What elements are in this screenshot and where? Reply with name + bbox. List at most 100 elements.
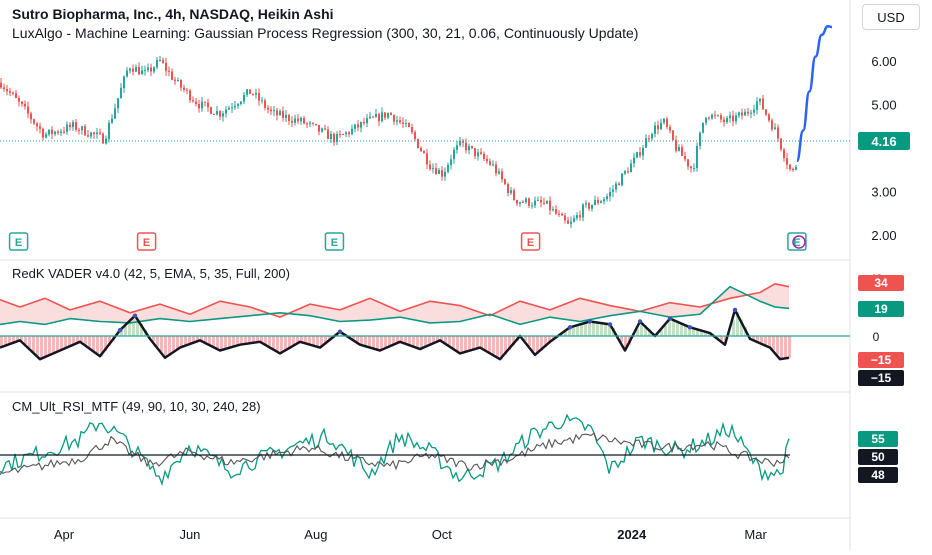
price-candle[interactable]: [615, 181, 617, 192]
price-candle[interactable]: [534, 196, 536, 208]
price-candle[interactable]: [498, 168, 500, 175]
price-candle[interactable]: [408, 122, 410, 127]
price-candle[interactable]: [750, 110, 752, 118]
price-candle[interactable]: [639, 147, 641, 158]
price-candle[interactable]: [183, 85, 185, 93]
price-candle[interactable]: [744, 109, 746, 116]
price-candle[interactable]: [633, 153, 635, 168]
price-candle[interactable]: [0, 78, 2, 89]
price-candle[interactable]: [540, 196, 542, 207]
price-candle[interactable]: [654, 122, 656, 137]
price-candle[interactable]: [219, 110, 221, 120]
price-candle[interactable]: [507, 182, 509, 196]
price-candle[interactable]: [45, 132, 47, 138]
price-candle[interactable]: [312, 122, 314, 125]
price-candle[interactable]: [141, 66, 143, 75]
price-candle[interactable]: [378, 113, 380, 126]
price-candle[interactable]: [693, 163, 695, 172]
price-candle[interactable]: [420, 146, 422, 152]
price-candle[interactable]: [732, 111, 734, 127]
price-candle[interactable]: [468, 144, 470, 155]
price-candle[interactable]: [177, 77, 179, 81]
price-candle[interactable]: [153, 66, 155, 73]
price-candle[interactable]: [471, 146, 473, 149]
price-candle[interactable]: [114, 104, 116, 120]
price-candle[interactable]: [519, 202, 521, 207]
price-candle[interactable]: [537, 196, 539, 201]
price-candle[interactable]: [783, 148, 785, 162]
price-candle[interactable]: [27, 102, 29, 119]
price-candle[interactable]: [657, 121, 659, 135]
price-candle[interactable]: [57, 130, 59, 135]
price-candle[interactable]: [723, 117, 725, 127]
price-candle[interactable]: [588, 202, 590, 211]
price-candle[interactable]: [327, 126, 329, 139]
price-candle[interactable]: [402, 117, 404, 128]
price-candle[interactable]: [435, 163, 437, 175]
currency-button[interactable]: USD: [862, 4, 920, 30]
price-candle[interactable]: [93, 132, 95, 139]
price-candle[interactable]: [9, 88, 11, 96]
price-candle[interactable]: [438, 168, 440, 174]
price-candle[interactable]: [513, 188, 515, 200]
price-candle[interactable]: [696, 142, 698, 171]
price-candle[interactable]: [300, 117, 302, 125]
price-candle[interactable]: [363, 118, 365, 126]
price-candle[interactable]: [48, 129, 50, 136]
price-candle[interactable]: [132, 65, 134, 76]
price-candle[interactable]: [96, 128, 98, 139]
price-candle[interactable]: [126, 67, 128, 78]
price-candle[interactable]: [108, 120, 110, 142]
price-candle[interactable]: [525, 197, 527, 204]
price-candle[interactable]: [429, 160, 431, 170]
price-candle[interactable]: [339, 130, 341, 138]
price-candle[interactable]: [138, 62, 140, 75]
price-candle[interactable]: [12, 91, 14, 95]
price-candle[interactable]: [243, 92, 245, 104]
price-candle[interactable]: [735, 113, 737, 125]
price-candle[interactable]: [726, 116, 728, 124]
price-candle[interactable]: [303, 116, 305, 124]
price-candle[interactable]: [666, 117, 668, 130]
price-candle[interactable]: [24, 100, 26, 109]
price-candle[interactable]: [42, 127, 44, 140]
price-candle[interactable]: [441, 166, 443, 180]
price-candle[interactable]: [450, 155, 452, 170]
price-candle[interactable]: [768, 113, 770, 123]
price-candle[interactable]: [765, 109, 767, 116]
price-candle[interactable]: [192, 96, 194, 102]
price-candle[interactable]: [621, 173, 623, 186]
price-candle[interactable]: [348, 131, 350, 137]
price-candle[interactable]: [333, 132, 335, 146]
price-candle[interactable]: [678, 144, 680, 151]
price-candle[interactable]: [72, 120, 74, 131]
price-candle[interactable]: [180, 79, 182, 91]
price-candle[interactable]: [357, 120, 359, 131]
price-candle[interactable]: [459, 137, 461, 147]
price-candle[interactable]: [651, 133, 653, 141]
price-candle[interactable]: [360, 121, 362, 132]
price-candle[interactable]: [261, 97, 263, 104]
price-candle[interactable]: [489, 159, 491, 166]
price-candle[interactable]: [87, 130, 89, 138]
price-candle[interactable]: [222, 111, 224, 122]
price-candle[interactable]: [585, 200, 587, 208]
price-candle[interactable]: [171, 68, 173, 80]
price-candle[interactable]: [390, 112, 392, 115]
price-candle[interactable]: [195, 98, 197, 106]
price-candle[interactable]: [129, 67, 131, 73]
price-candle[interactable]: [432, 163, 434, 173]
price-candle[interactable]: [36, 122, 38, 131]
price-candle[interactable]: [288, 114, 290, 125]
price-candle[interactable]: [276, 108, 278, 121]
price-candle[interactable]: [198, 100, 200, 113]
price-candle[interactable]: [315, 124, 317, 126]
price-candle[interactable]: [756, 97, 758, 115]
price-candle[interactable]: [18, 96, 20, 107]
price-candle[interactable]: [663, 118, 665, 125]
price-candle[interactable]: [78, 128, 80, 135]
price-candle[interactable]: [162, 58, 164, 64]
price-candle[interactable]: [426, 149, 428, 169]
price-candle[interactable]: [786, 153, 788, 169]
